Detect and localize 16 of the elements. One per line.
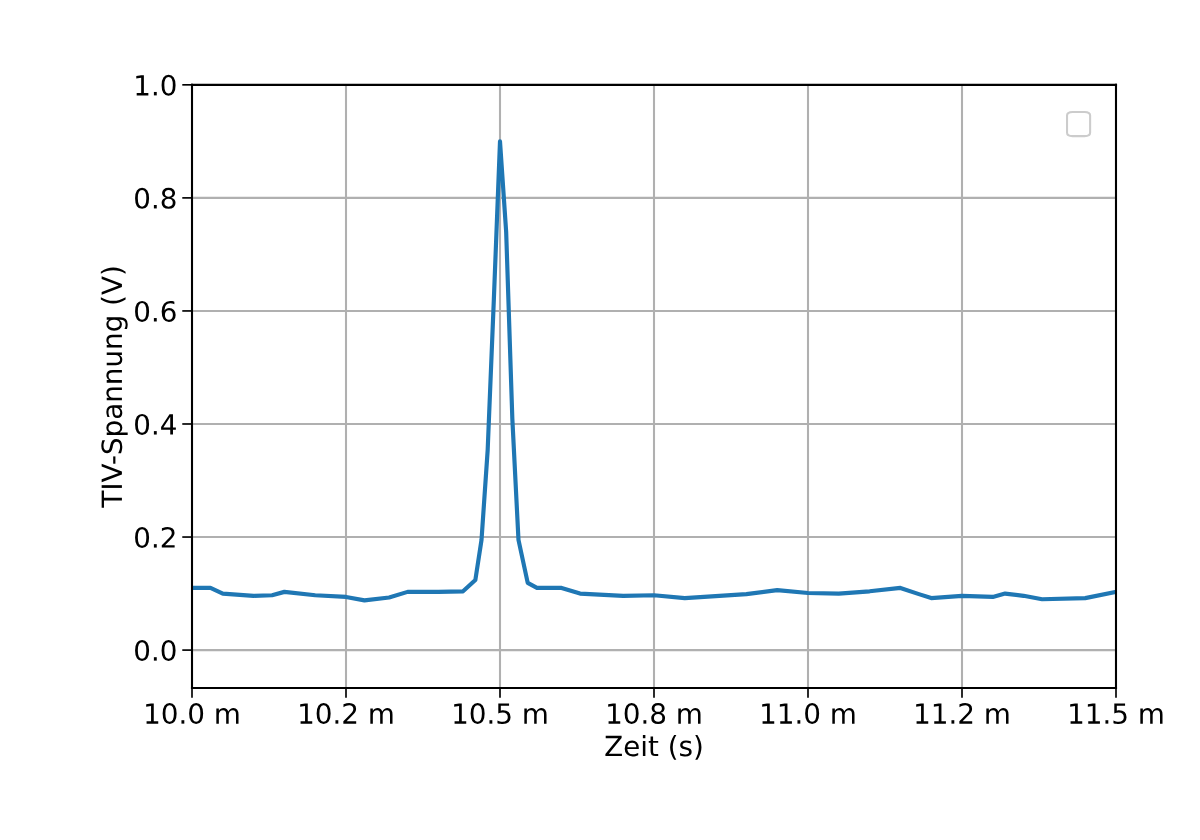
x-tick-label: 11.0 m [762,703,855,725]
y-tick-label: 0.4 [135,413,176,435]
y-tick-label: 0.8 [135,187,176,209]
x-axis-title: Zeit (s) [605,734,702,760]
x-tick-label: 11.5 m [1070,703,1163,725]
x-tick-label: 10.0 m [146,703,239,725]
x-tick-label: 10.5 m [454,703,547,725]
x-tick-label: 11.2 m [916,703,1009,724]
line-series [192,139,1116,603]
x-tick-label: 10.2 m [300,703,393,725]
x-tick-label: 10.8 m [608,703,701,725]
y-tick-label: 0.6 [135,300,176,322]
y-axis-title: TIV-Spannung (V) [100,267,128,508]
y-tick-label: 1.0 [136,74,176,96]
y-tick-label: 0.0 [135,640,176,662]
y-tick-label: 0.2 [135,526,175,548]
